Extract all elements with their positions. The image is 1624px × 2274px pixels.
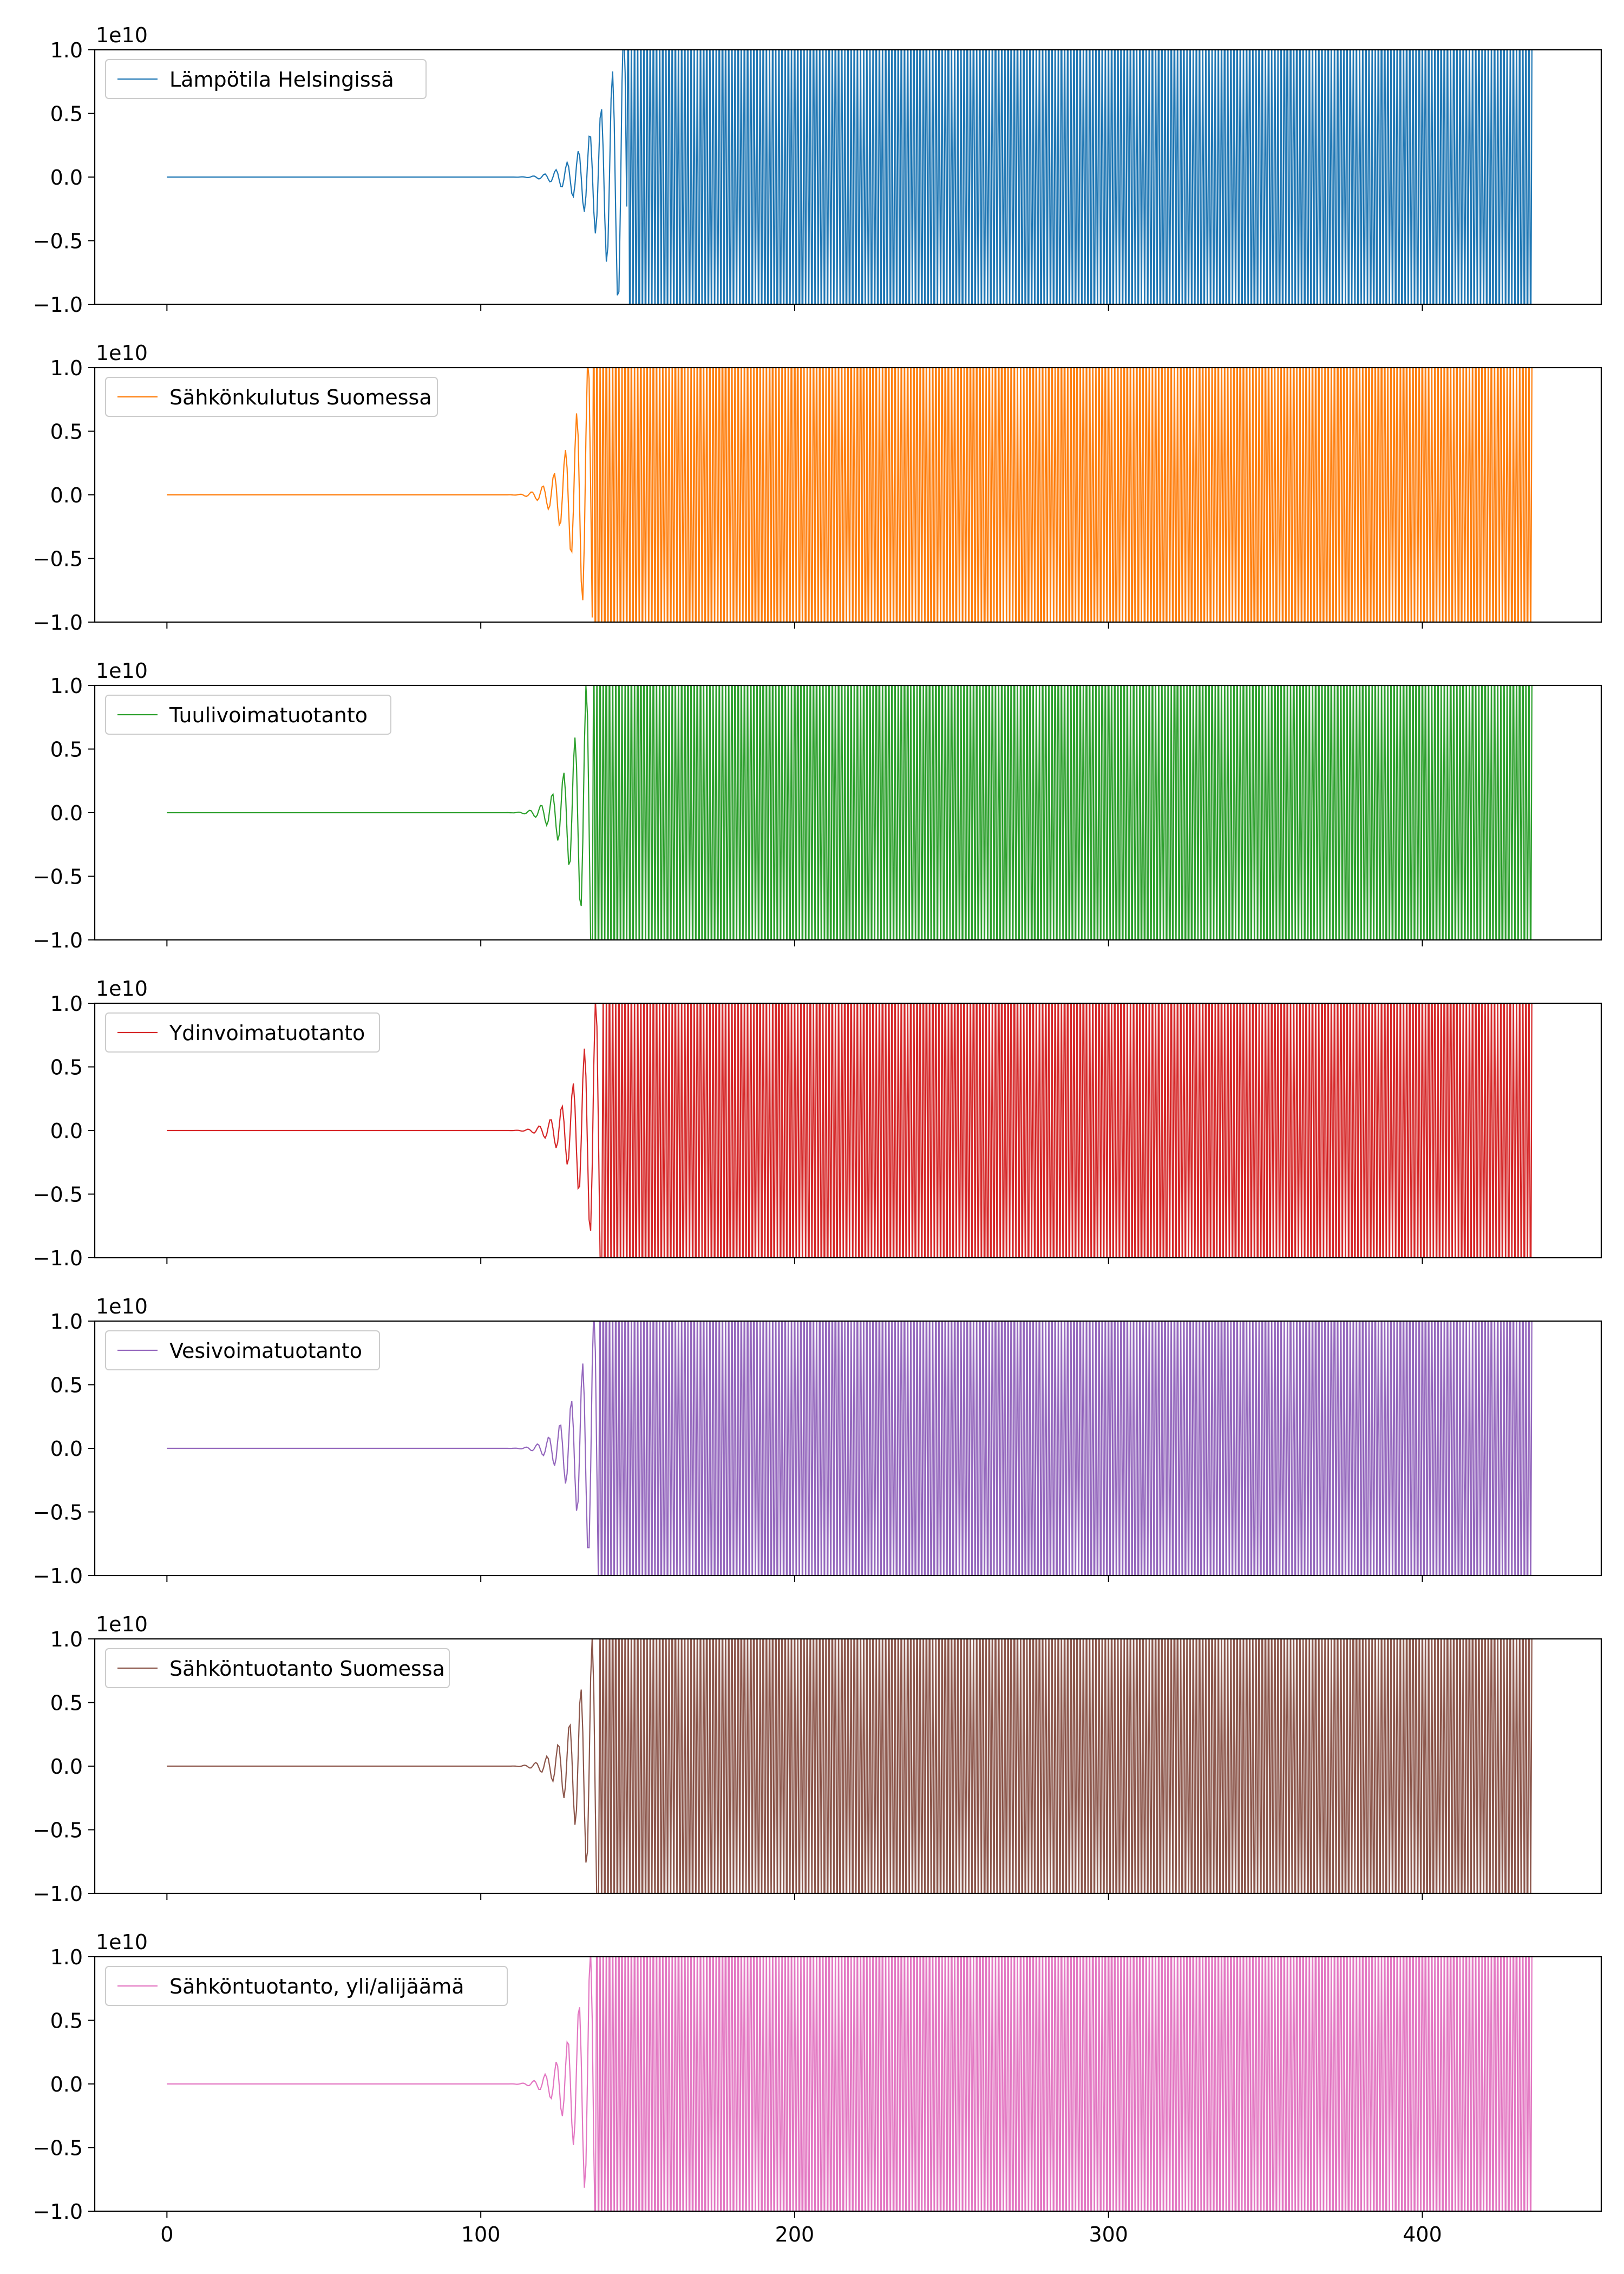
y-tick-label: −0.5 — [33, 547, 83, 571]
y-tick-label: −1.0 — [33, 929, 83, 952]
x-tick-label: 100 — [461, 2223, 501, 2246]
y-tick-label: 1.0 — [50, 674, 83, 698]
legend-label: Sähköntuotanto, yli/alijäämä — [169, 1975, 464, 1998]
y-tick-label: 0.0 — [50, 2073, 83, 2096]
legend-label: Sähköntuotanto Suomessa — [169, 1657, 445, 1681]
series-line — [167, 50, 1533, 304]
legend-box — [105, 1012, 380, 1053]
y-offset-label: 1e10 — [96, 341, 148, 365]
legend-box — [105, 1330, 380, 1370]
y-offset-label: 1e10 — [96, 659, 148, 683]
y-tick-label: −1.0 — [33, 1564, 83, 1588]
y-tick-label: 0.0 — [50, 166, 83, 190]
legend-box — [105, 59, 427, 99]
legend-label: Sähkönkulutus Suomessa — [169, 385, 432, 409]
y-offset-label: 1e10 — [96, 1930, 148, 1954]
y-tick-label: −1.0 — [33, 1246, 83, 1270]
y-tick-label: −0.5 — [33, 1819, 83, 1842]
y-offset-label: 1e10 — [96, 23, 148, 47]
subplot-5: −1.0 −0.5 0.0 0.5 1.0 1e10 Vesivoimatuotanto — [33, 1295, 1602, 1588]
y-tick-label: 0.5 — [50, 420, 83, 444]
y-tick-label: −0.5 — [33, 230, 83, 253]
series-line — [167, 368, 1533, 622]
y-offset-label: 1e10 — [96, 1295, 148, 1318]
y-tick-label: 1.0 — [50, 38, 83, 62]
y-tick-label: 0.0 — [50, 1437, 83, 1461]
legend-box — [105, 377, 438, 417]
subplot-1: −1.0 −0.5 0.0 0.5 1.0 1e10 Lämpötila Helsingis… — [33, 23, 1602, 317]
y-tick-label: 0.5 — [50, 738, 83, 762]
y-tick-label: −0.5 — [33, 1183, 83, 1207]
y-tick-label: 1.0 — [50, 992, 83, 1016]
y-tick-label: 0.5 — [50, 1691, 83, 1715]
y-tick-label: −1.0 — [33, 293, 83, 317]
y-tick-label: 0.0 — [50, 1119, 83, 1143]
subplot-2: −1.0 −0.5 0.0 0.5 1.0 1e10 Sähkönkulutus Suome… — [33, 341, 1602, 635]
y-tick-label: 1.0 — [50, 1945, 83, 1969]
y-tick-label: −1.0 — [33, 1882, 83, 1906]
y-tick-label: 0.0 — [50, 483, 83, 507]
y-tick-label: 1.0 — [50, 1310, 83, 1334]
x-tick-label: 400 — [1403, 2223, 1442, 2246]
y-tick-label: 0.5 — [50, 1374, 83, 1397]
legend-box — [105, 695, 391, 735]
y-tick-label: 0.5 — [50, 1056, 83, 1080]
y-tick-label: 0.5 — [50, 102, 83, 126]
series-line — [167, 1321, 1533, 1576]
legend-label: Lämpötila Helsingissä — [169, 68, 394, 92]
series-line — [167, 685, 1533, 940]
legend-label: Vesivoimatuotanto — [169, 1339, 362, 1363]
x-tick-label: 0 — [160, 2223, 173, 2246]
y-tick-label: −0.5 — [33, 2136, 83, 2160]
y-tick-label: 1.0 — [50, 1628, 83, 1651]
legend-box — [105, 1966, 508, 2006]
y-tick-label: 0.0 — [50, 801, 83, 825]
x-tick-label: 300 — [1089, 2223, 1128, 2246]
y-tick-label: −0.5 — [33, 865, 83, 889]
y-tick-label: 1.0 — [50, 356, 83, 380]
x-tick-label: 200 — [775, 2223, 815, 2246]
y-tick-label: 0.0 — [50, 1755, 83, 1779]
legend-label: Tuulivoimatuotanto — [169, 703, 368, 727]
y-tick-label: −1.0 — [33, 2200, 83, 2224]
legend-box — [105, 1648, 450, 1688]
y-tick-label: −1.0 — [33, 611, 83, 635]
series-line — [167, 1003, 1533, 1258]
y-tick-label: −0.5 — [33, 1501, 83, 1525]
series-line — [167, 1639, 1533, 1893]
subplot-7: −1.0 −0.5 0.0 0.5 1.0 1e10 0 100 200 300 400 Sähkön… — [33, 1930, 1602, 2246]
subplot-3: −1.0 −0.5 0.0 0.5 1.0 1e10 Tuulivoimatuotanto — [33, 659, 1602, 952]
y-offset-label: 1e10 — [96, 977, 148, 1001]
subplot-4: −1.0 −0.5 0.0 0.5 1.0 1e10 Ydinvoimatuotanto — [33, 977, 1602, 1270]
subplot-6: −1.0 −0.5 0.0 0.5 1.0 1e10 Sähköntuotanto Suom… — [33, 1612, 1602, 1906]
legend-label: Ydinvoimatuotanto — [169, 1021, 365, 1045]
series-line — [167, 1957, 1533, 2211]
y-tick-label: 0.5 — [50, 2009, 83, 2033]
y-offset-label: 1e10 — [96, 1612, 148, 1636]
